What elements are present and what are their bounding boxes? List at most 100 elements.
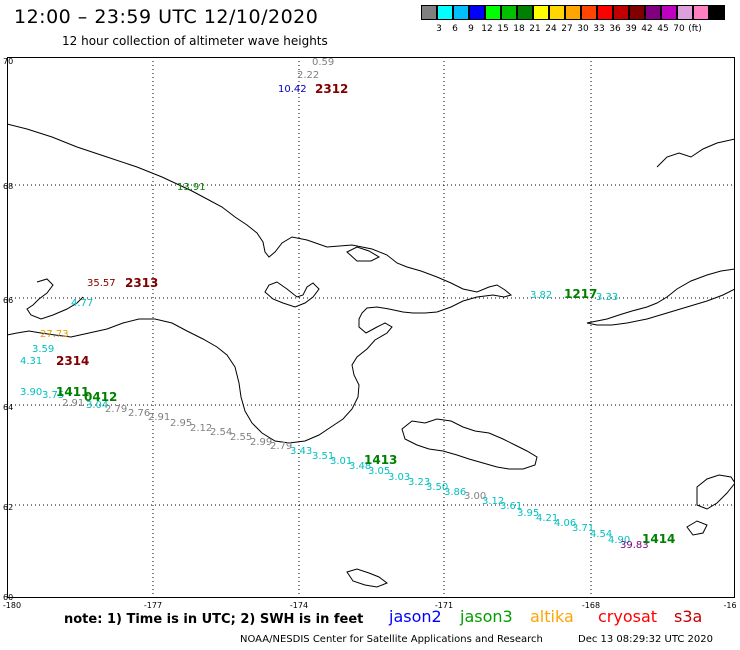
- coastline-siberia-north: [7, 123, 513, 444]
- small-island-3: [686, 520, 708, 536]
- wave-height-label: 3.23: [408, 477, 431, 488]
- wave-height-label: 3.71: [572, 523, 595, 534]
- satellite-name: altika: [530, 607, 574, 626]
- legend-tick-label: 70: [673, 24, 685, 34]
- wave-height-label: 3.33: [596, 292, 619, 303]
- legend-tick-label: 24: [545, 24, 557, 34]
- legend-tick-label: 12: [481, 24, 493, 34]
- legend-swatch: [565, 5, 581, 20]
- longitude-label: -174: [289, 601, 309, 610]
- wave-height-label: 3.48: [349, 461, 372, 472]
- legend-swatch: [581, 5, 597, 20]
- map-border: [7, 57, 735, 598]
- wave-height-label: 2.79: [105, 404, 128, 415]
- coastline-bay: [264, 281, 320, 308]
- wave-height-label: 3.00: [464, 491, 487, 502]
- legend-swatch: [437, 5, 453, 20]
- legend-unit: (ft): [688, 24, 702, 34]
- pass-number-label: 1217: [564, 287, 598, 301]
- legend-swatch: [421, 5, 437, 20]
- coastline-west: [26, 278, 84, 320]
- wave-height-label: 2.54: [210, 427, 233, 438]
- wave-height-label: 2.95: [170, 418, 193, 429]
- wave-height-label: 3.12: [482, 496, 505, 507]
- wave-height-label: 3.05: [368, 466, 391, 477]
- legend-tick-label: 27: [561, 24, 573, 34]
- map-title: 12:00 – 23:59 UTC 12/10/2020: [14, 6, 319, 28]
- pass-number-label: 0412: [84, 390, 118, 404]
- pass-number-label: 1411: [56, 385, 90, 399]
- wave-height-label: 2.79: [270, 441, 293, 452]
- legend-swatch: [533, 5, 549, 20]
- longitude-label: -168: [581, 601, 601, 610]
- legend-swatch: [661, 5, 677, 20]
- legend-tick-label: 45: [657, 24, 669, 34]
- wave-height-label: 0.59: [312, 57, 335, 68]
- wave-height-label: 3.01: [330, 456, 353, 467]
- pass-number-label: 1413: [364, 453, 398, 467]
- small-island-2: [696, 474, 735, 510]
- wave-height-label: 3.82: [530, 290, 553, 301]
- legend-tick-label: 9: [468, 24, 474, 34]
- longitude-label: -177: [143, 601, 163, 610]
- wave-height-label: 4.31: [20, 356, 43, 367]
- st-lawrence-island: [401, 418, 538, 470]
- wave-height-label: 3.03: [388, 472, 411, 483]
- legend-swatch: [501, 5, 517, 20]
- graticule: [7, 57, 735, 598]
- longitude-label: -171: [434, 601, 454, 610]
- wave-height-label: 2.76: [128, 408, 151, 419]
- legend-swatch: [613, 5, 629, 20]
- latitude-label: 60: [3, 593, 14, 602]
- satellite-name: s3a: [674, 607, 703, 626]
- satellite-name: cryosat: [598, 607, 658, 626]
- pass-number-label: 2314: [56, 354, 90, 368]
- latitude-label: 64: [3, 403, 14, 412]
- pass-number-label: 2313: [125, 276, 159, 290]
- legend-swatch: [597, 5, 613, 20]
- legend-tick-label: 33: [593, 24, 605, 34]
- wave-height-label: 2.99: [250, 437, 273, 448]
- wave-height-label: 39.83: [620, 540, 649, 551]
- wave-height-label: 2.91: [62, 398, 85, 409]
- wave-height-label: 3.86: [444, 487, 467, 498]
- legend-swatch: [469, 5, 485, 20]
- legend-tick-label: 15: [497, 24, 509, 34]
- wave-height-label: 3.43: [290, 446, 313, 457]
- wave-height-label: 4.06: [554, 518, 577, 529]
- wave-height-label: 2.22: [297, 70, 320, 81]
- wave-height-label: 10.42: [278, 84, 307, 95]
- coastlines: [7, 123, 735, 588]
- latitude-label: 66: [3, 296, 14, 305]
- wave-height-label: 2.12: [190, 423, 213, 434]
- coastline-bay-2: [346, 246, 381, 262]
- legend-tick-label: 30: [577, 24, 589, 34]
- latitude-label: 70: [3, 57, 14, 66]
- pass-number-label: 2312: [315, 82, 349, 96]
- legend-tick-label: 36: [609, 24, 621, 34]
- wave-height-label: 4.90: [608, 535, 631, 546]
- footnote: note: 1) Time is in UTC; 2) SWH is in fe…: [64, 612, 364, 627]
- legend-swatch: [629, 5, 645, 20]
- legend-tick-label: 3: [436, 24, 442, 34]
- legend-swatch: [677, 5, 693, 20]
- legend-tick-label: 21: [529, 24, 541, 34]
- latitude-label: 62: [3, 503, 14, 512]
- wave-height-label: 2.91: [148, 412, 171, 423]
- wave-height-label: 3.95: [517, 508, 540, 519]
- wave-height-label: 13.91: [177, 182, 206, 193]
- legend-swatch: [485, 5, 501, 20]
- wave-height-label: 4.21: [536, 513, 559, 524]
- legend-tick-label: 18: [513, 24, 525, 34]
- longitude-label: -16: [723, 601, 737, 610]
- wave-height-label: 35.57: [87, 278, 116, 289]
- wave-height-label: 3.51: [312, 451, 335, 462]
- credit-text: NOAA/NESDIS Center for Satellite Applica…: [240, 634, 543, 645]
- satellite-name: jason3: [460, 607, 513, 626]
- legend-swatch: [453, 5, 469, 20]
- wave-height-label: 3.50: [426, 482, 449, 493]
- wave-height-label: 3.61: [500, 501, 523, 512]
- coastline-alaska: [586, 268, 735, 326]
- wave-height-label: 3.59: [32, 344, 55, 355]
- wave-height-label: 4.77: [71, 298, 94, 309]
